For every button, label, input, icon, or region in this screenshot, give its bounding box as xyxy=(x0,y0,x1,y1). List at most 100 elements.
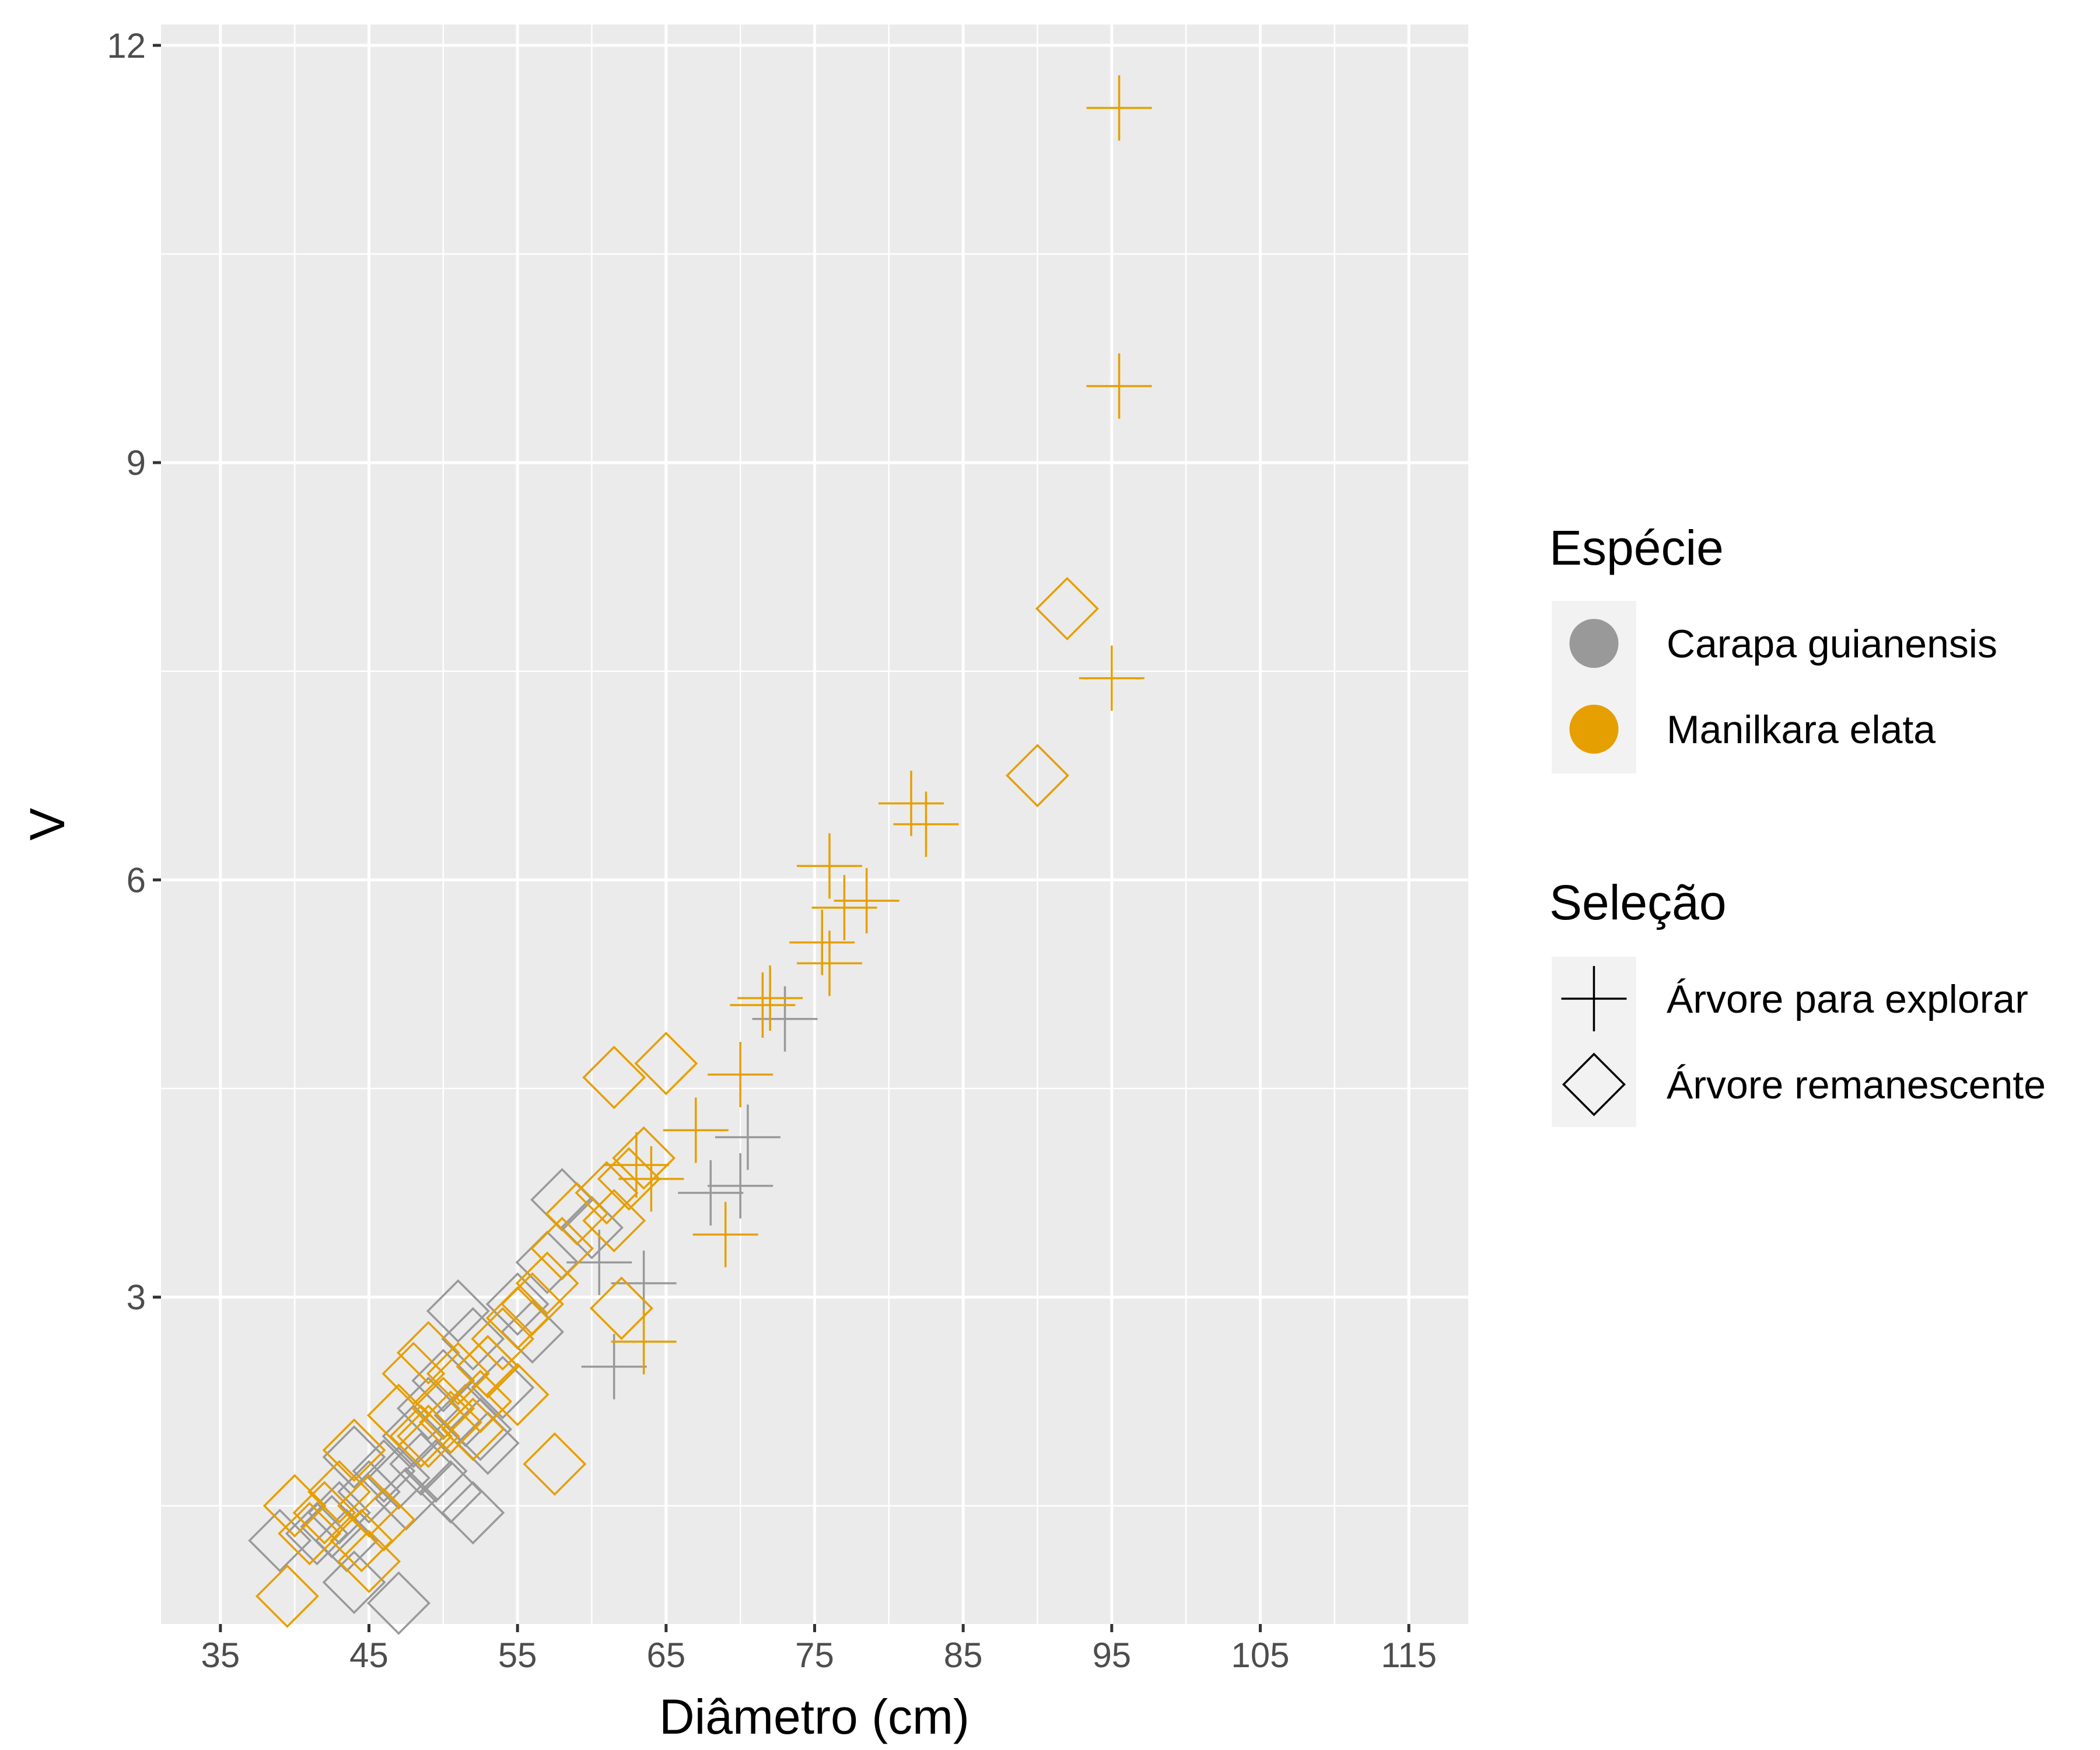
data-point-diamond xyxy=(501,1300,565,1364)
diamond-mark-shape xyxy=(330,1508,394,1573)
data-point-diamond xyxy=(575,1161,639,1225)
diamond-mark-shape xyxy=(575,1161,639,1225)
data-point-diamond xyxy=(352,1439,416,1503)
diamond-mark-shape xyxy=(396,1404,460,1468)
legend-label-species: Manilkara elata xyxy=(1667,708,1936,752)
x-tick-label: 105 xyxy=(1231,1636,1289,1675)
data-point-plus xyxy=(611,1250,677,1316)
data-point-plus xyxy=(1086,75,1152,141)
diamond-mark-shape xyxy=(485,1272,550,1336)
data-point-diamond xyxy=(485,1286,550,1350)
data-point-plus xyxy=(715,1104,780,1170)
grid-lines xyxy=(161,24,1468,1624)
data-point-diamond xyxy=(307,1460,372,1524)
diamond-mark-shape xyxy=(292,1480,356,1545)
diamond-mark-shape xyxy=(366,1446,430,1510)
legend-key-circle xyxy=(1569,705,1619,754)
data-point-plus xyxy=(1086,353,1152,419)
diamond-mark-shape xyxy=(501,1300,565,1364)
data-point-plus xyxy=(796,833,862,899)
data-point-diamond xyxy=(582,1045,646,1110)
diamond-mark-shape xyxy=(471,1356,535,1420)
diamond-mark-shape xyxy=(597,1147,661,1211)
data-point-diamond xyxy=(456,1411,520,1475)
data-point-diamond xyxy=(449,1397,512,1461)
diamond-mark-shape xyxy=(411,1376,475,1440)
diamond-mark-shape xyxy=(449,1370,512,1433)
data-point-diamond xyxy=(322,1425,386,1489)
data-point-diamond xyxy=(382,1342,446,1406)
data-point-diamond xyxy=(396,1404,460,1468)
diamond-mark-shape xyxy=(1562,1052,1626,1116)
data-point-plus xyxy=(893,792,959,857)
diamond-mark-shape xyxy=(441,1480,505,1545)
data-point-diamond xyxy=(426,1342,490,1406)
diamond-mark-shape xyxy=(485,1363,550,1427)
diamond-mark-shape xyxy=(382,1404,446,1468)
x-tick-label: 55 xyxy=(498,1636,537,1675)
data-point-diamond xyxy=(485,1272,550,1336)
diamond-mark-shape xyxy=(456,1411,520,1475)
legend-label-selection: Árvore para explorar xyxy=(1667,977,2028,1021)
diamond-mark-shape xyxy=(255,1564,319,1628)
diamond-mark-shape xyxy=(262,1474,327,1538)
legend-label-selection: Árvore remanescente xyxy=(1667,1063,2046,1107)
data-point-plus xyxy=(811,875,877,941)
diamond-mark-shape xyxy=(589,1276,653,1340)
y-tick-label: 6 xyxy=(127,860,146,900)
data-point-diamond xyxy=(1006,744,1069,808)
y-tick-label: 9 xyxy=(127,443,146,482)
data-point-plus xyxy=(708,1042,774,1108)
data-point-diamond xyxy=(485,1363,550,1427)
diamond-mark-shape xyxy=(523,1432,587,1496)
diamond-mark-shape xyxy=(530,1216,594,1280)
diamond-mark-shape xyxy=(307,1460,372,1524)
data-point-plus xyxy=(1079,645,1144,711)
legend-key-diamond xyxy=(1562,1052,1626,1116)
legend-title-species: Espécie xyxy=(1549,520,1724,575)
data-point-plus xyxy=(730,972,796,1038)
data-point-diamond xyxy=(515,1251,579,1315)
legend: Espécie Carapa guianensis Manilkara elata S… xyxy=(1549,520,2046,1127)
data-point-diamond xyxy=(471,1307,535,1371)
data-point-diamond xyxy=(330,1508,394,1573)
data-point-diamond xyxy=(449,1370,512,1433)
data-point-diamond xyxy=(426,1279,490,1343)
diamond-mark-shape xyxy=(411,1349,475,1413)
data-point-diamond xyxy=(322,1550,386,1614)
data-point-diamond xyxy=(382,1404,446,1468)
diamond-mark-shape xyxy=(366,1571,430,1635)
data-point-diamond xyxy=(441,1480,505,1545)
data-point-diamond xyxy=(612,1126,676,1190)
diamond-mark-shape xyxy=(352,1439,416,1503)
diamond-mark-shape xyxy=(582,1189,646,1253)
diamond-mark-shape xyxy=(389,1404,453,1468)
data-point-diamond xyxy=(322,1418,386,1482)
diamond-mark-shape xyxy=(396,1321,460,1385)
data-point-diamond xyxy=(1035,576,1099,640)
data-point-diamond xyxy=(634,1031,698,1096)
data-point-diamond xyxy=(255,1564,319,1628)
legend-title-selection: Seleção xyxy=(1549,875,1727,930)
data-point-diamond xyxy=(441,1307,505,1371)
data-point-diamond xyxy=(366,1571,430,1635)
data-points xyxy=(248,75,1152,1635)
legend-key-circle xyxy=(1569,619,1619,668)
diamond-mark-shape xyxy=(337,1530,401,1594)
diamond-mark-shape xyxy=(449,1397,512,1461)
y-tick-label: 3 xyxy=(127,1278,146,1317)
diamond-mark-shape xyxy=(612,1126,676,1190)
x-tick-label: 115 xyxy=(1381,1636,1437,1675)
diamond-mark-shape xyxy=(582,1045,646,1110)
data-point-diamond xyxy=(545,1182,609,1246)
diamond-mark-shape xyxy=(485,1286,550,1350)
data-point-diamond xyxy=(411,1376,475,1440)
data-point-plus xyxy=(796,930,862,996)
data-point-diamond xyxy=(582,1189,646,1253)
data-point-diamond xyxy=(285,1502,349,1566)
diamond-mark-shape xyxy=(322,1425,386,1489)
diamond-mark-shape xyxy=(1035,576,1099,640)
diamond-mark-shape xyxy=(634,1031,698,1096)
y-axis-title: V xyxy=(20,808,75,841)
data-point-plus xyxy=(663,1097,729,1163)
